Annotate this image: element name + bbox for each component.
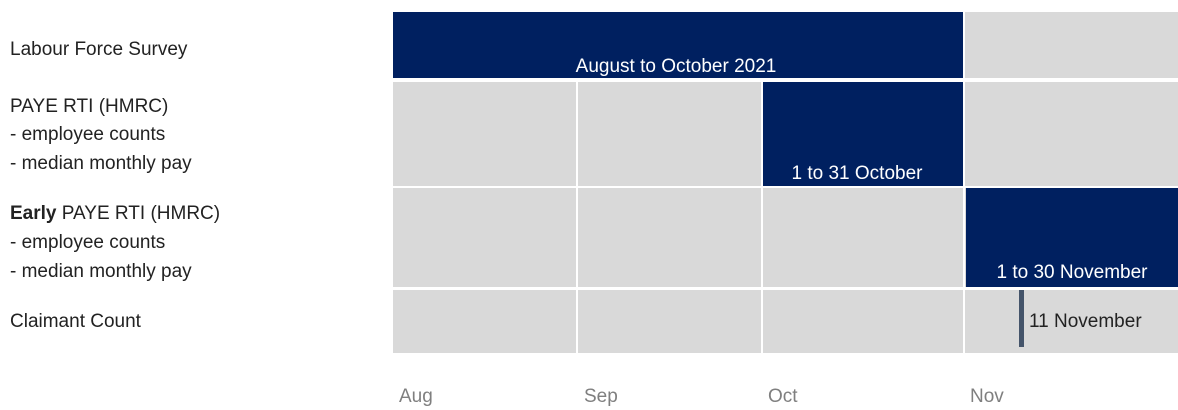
month-label: Nov <box>970 386 1004 407</box>
bar-label: 11 November <box>1029 311 1142 332</box>
bar-label: 1 to 31 October <box>792 163 924 184</box>
emphasis: Early <box>10 203 57 224</box>
label-text: PAYE RTI (HMRC) <box>62 203 220 224</box>
row-bg <box>393 290 1178 353</box>
row-label: - employee counts <box>10 124 165 145</box>
row-label: Labour Force Survey <box>10 39 188 60</box>
bar-label: 1 to 30 November <box>996 262 1148 283</box>
column-dividers <box>576 12 965 353</box>
bar-label: August to October 2021 <box>576 56 777 77</box>
period-bar <box>966 188 1178 287</box>
row-label: Early PAYE RTI (HMRC) <box>10 203 220 224</box>
row-label: PAYE RTI (HMRC) <box>10 96 168 117</box>
row-label: - median monthly pay <box>10 261 192 282</box>
row-label: - employee counts <box>10 232 165 253</box>
date-marker <box>1019 290 1024 347</box>
period-bar <box>393 12 963 78</box>
row-label: Claimant Count <box>10 311 142 332</box>
period-bar <box>763 82 963 186</box>
month-label: Sep <box>584 386 618 407</box>
row-label: - median monthly pay <box>10 153 192 174</box>
month-label: Aug <box>399 386 433 407</box>
month-label: Oct <box>768 386 798 407</box>
